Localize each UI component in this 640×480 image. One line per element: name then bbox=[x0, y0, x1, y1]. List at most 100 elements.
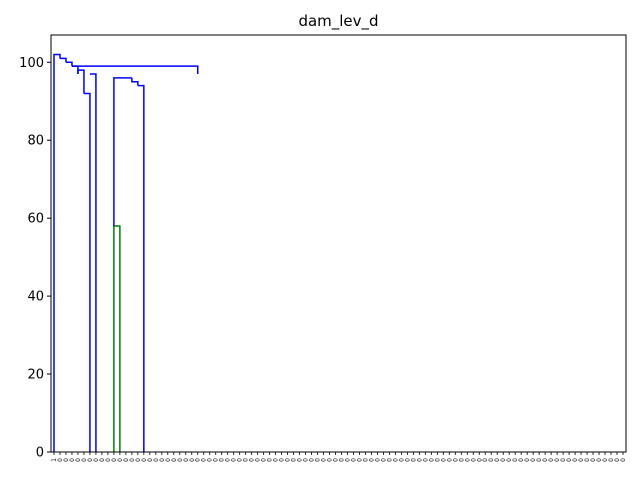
leaf-label: 0 bbox=[267, 458, 274, 462]
leaf-label: 0 bbox=[141, 458, 148, 462]
dendrogram-link bbox=[77, 69, 85, 94]
leaf-label: 0 bbox=[380, 458, 387, 462]
leaf-label: 0 bbox=[356, 458, 363, 462]
leaf-label: 0 bbox=[506, 458, 513, 462]
dendrogram-link bbox=[83, 92, 91, 452]
leaf-label: 0 bbox=[596, 458, 603, 462]
leaf-label: 0 bbox=[548, 458, 555, 462]
leaf-label: 1 bbox=[51, 458, 58, 462]
dendrogram-links bbox=[53, 53, 199, 452]
leaf-label: 0 bbox=[249, 458, 256, 462]
dendrogram-link bbox=[89, 73, 97, 452]
leaf-label: 0 bbox=[494, 458, 501, 462]
y-tick-label: 0 bbox=[36, 446, 44, 461]
leaf-label: 0 bbox=[273, 458, 280, 462]
leaf-label: 0 bbox=[362, 458, 369, 462]
y-tick-label: 40 bbox=[27, 290, 44, 305]
leaf-label: 0 bbox=[207, 458, 214, 462]
leaf-label: 0 bbox=[117, 458, 124, 462]
leaf-label: 0 bbox=[237, 458, 244, 462]
leaf-label: 0 bbox=[159, 458, 166, 462]
leaf-label: 0 bbox=[398, 458, 405, 462]
leaf-label: 0 bbox=[590, 458, 597, 462]
leaf-label: 0 bbox=[291, 458, 298, 462]
leaf-label: 0 bbox=[500, 458, 507, 462]
leaf-label: 0 bbox=[195, 458, 202, 462]
leaf-label: 0 bbox=[602, 458, 609, 462]
leaf-label: 0 bbox=[189, 458, 196, 462]
leaf-label: 0 bbox=[368, 458, 375, 462]
leaf-label: 0 bbox=[255, 458, 262, 462]
leaf-label: 0 bbox=[261, 458, 268, 462]
leaf-label: 0 bbox=[344, 458, 351, 462]
leaf-label: 0 bbox=[524, 458, 531, 462]
leaf-label: 0 bbox=[183, 458, 190, 462]
leaf-label: 0 bbox=[177, 458, 184, 462]
leaf-label: 0 bbox=[386, 458, 393, 462]
leaf-label: 0 bbox=[446, 458, 453, 462]
leaf-label: 0 bbox=[374, 458, 381, 462]
leaf-label: 0 bbox=[123, 458, 130, 462]
dendrogram-link bbox=[137, 84, 145, 452]
leaf-label: 0 bbox=[584, 458, 591, 462]
leaf-label: 0 bbox=[620, 458, 627, 462]
y-axis: 0 20 40 60 80 100 bbox=[19, 56, 51, 461]
leaf-label: 0 bbox=[578, 458, 585, 462]
dendrogram-link bbox=[131, 77, 139, 86]
leaf-label: 0 bbox=[111, 458, 118, 462]
leaf-label: 0 bbox=[213, 458, 220, 462]
plot-frame bbox=[50, 34, 627, 453]
x-axis: 1000000000000000000000000000000000000000… bbox=[51, 452, 627, 462]
y-tick-label: 60 bbox=[27, 212, 44, 227]
leaf-label: 0 bbox=[63, 458, 70, 462]
leaf-label: 0 bbox=[315, 458, 322, 462]
y-tick-label: 100 bbox=[19, 56, 44, 71]
leaf-label: 0 bbox=[470, 458, 477, 462]
leaf-label: 0 bbox=[333, 458, 340, 462]
leaf-label: 0 bbox=[321, 458, 328, 462]
leaf-label: 0 bbox=[458, 458, 465, 462]
leaf-label: 0 bbox=[554, 458, 561, 462]
leaf-label: 0 bbox=[512, 458, 519, 462]
leaf-label: 0 bbox=[482, 458, 489, 462]
leaf-label: 0 bbox=[572, 458, 579, 462]
leaf-label: 0 bbox=[536, 458, 543, 462]
dendrogram-link bbox=[71, 65, 199, 74]
plot-area bbox=[51, 35, 626, 452]
leaf-label: 0 bbox=[75, 458, 82, 462]
leaf-label: 0 bbox=[129, 458, 136, 462]
leaf-label: 0 bbox=[404, 458, 411, 462]
leaf-label: 0 bbox=[165, 458, 172, 462]
leaf-label: 0 bbox=[201, 458, 208, 462]
dendrogram-link bbox=[113, 225, 121, 452]
dendrogram-link bbox=[113, 77, 132, 226]
leaf-label: 0 bbox=[225, 458, 232, 462]
leaf-label: 0 bbox=[153, 458, 160, 462]
leaf-label: 0 bbox=[303, 458, 310, 462]
dendrogram-link bbox=[53, 53, 61, 452]
dendrogram-link bbox=[65, 61, 73, 67]
leaf-label: 0 bbox=[566, 458, 573, 462]
leaf-label: 0 bbox=[428, 458, 435, 462]
leaf-label: 0 bbox=[285, 458, 292, 462]
y-tick-label: 80 bbox=[27, 134, 44, 149]
leaf-label: 0 bbox=[608, 458, 615, 462]
leaf-label: 0 bbox=[327, 458, 334, 462]
leaf-label: 0 bbox=[279, 458, 286, 462]
leaf-label: 0 bbox=[440, 458, 447, 462]
leaf-label: 0 bbox=[99, 458, 106, 462]
leaf-label: 0 bbox=[542, 458, 549, 462]
leaf-label: 0 bbox=[410, 458, 417, 462]
leaf-label: 0 bbox=[518, 458, 525, 462]
leaf-label: 0 bbox=[297, 458, 304, 462]
leaf-label: 0 bbox=[392, 458, 399, 462]
leaf-label: 0 bbox=[87, 458, 94, 462]
leaf-label: 0 bbox=[530, 458, 537, 462]
leaf-label: 0 bbox=[81, 458, 88, 462]
leaf-label: 0 bbox=[171, 458, 178, 462]
leaf-label: 0 bbox=[416, 458, 423, 462]
leaf-label: 0 bbox=[338, 458, 345, 462]
leaf-label: 0 bbox=[452, 458, 459, 462]
